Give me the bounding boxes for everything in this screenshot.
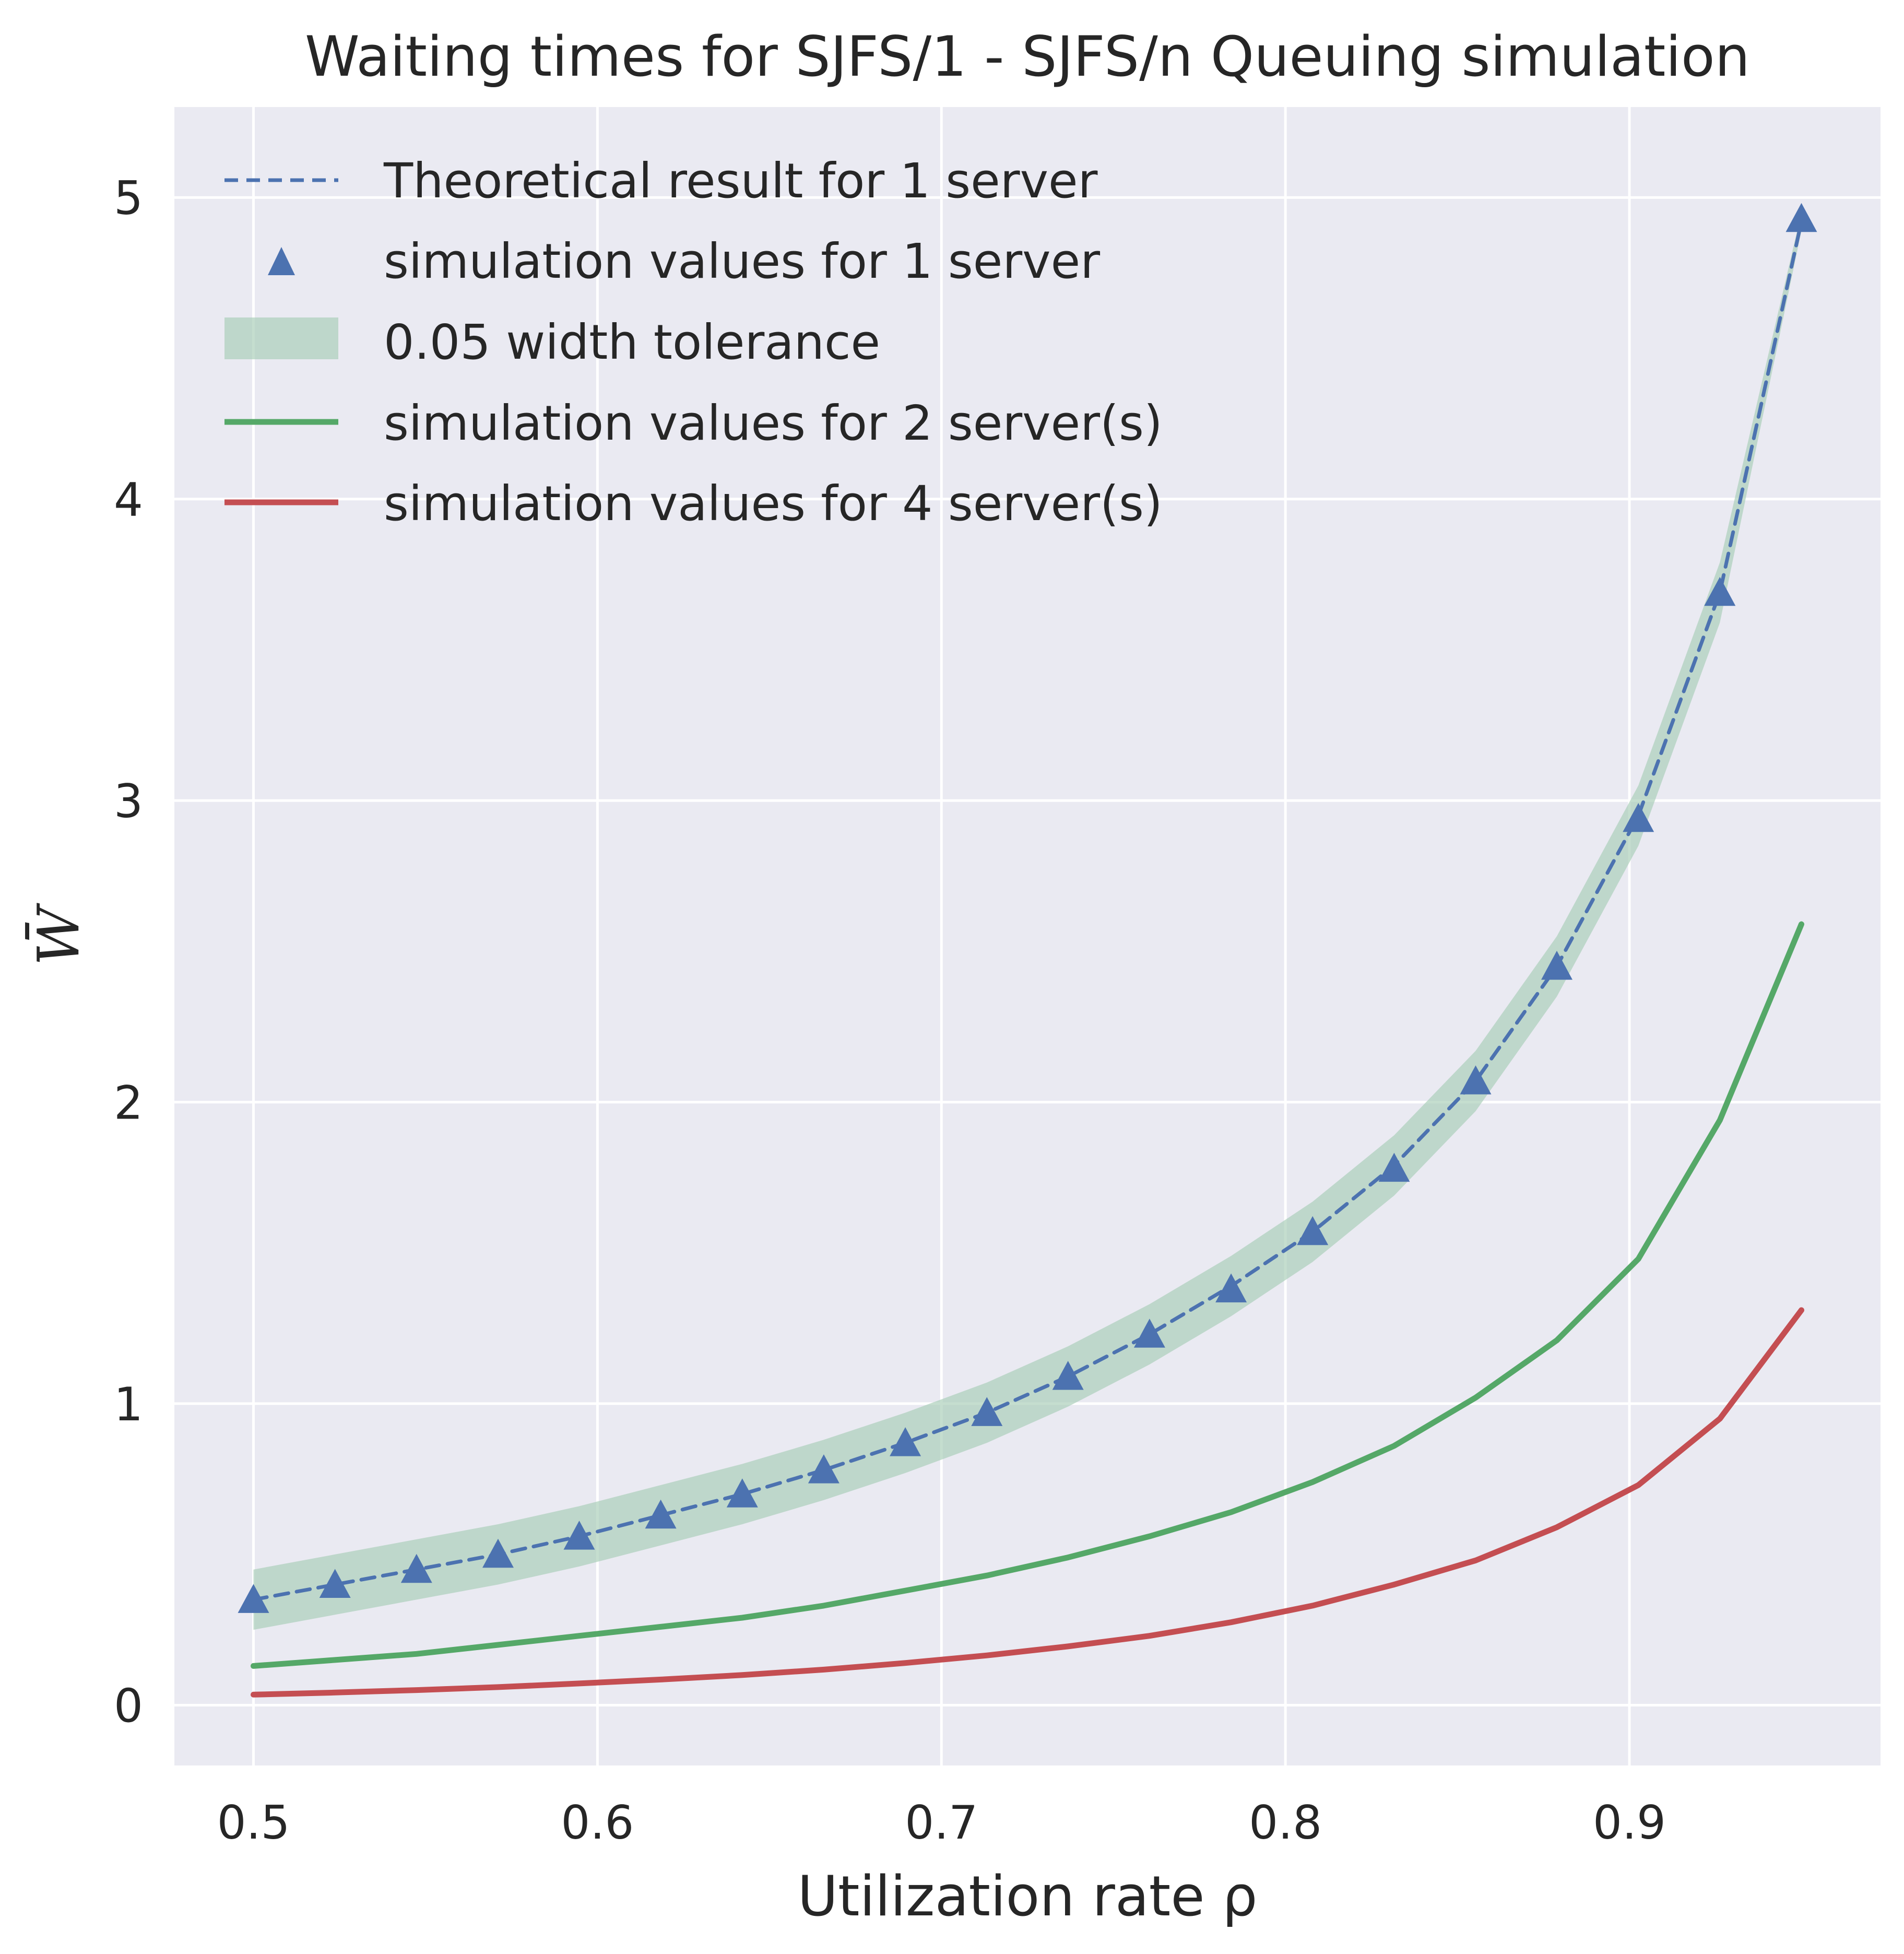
sim-1-server-marker [1133, 1319, 1165, 1348]
x-tick-label: 0.8 [1249, 1796, 1322, 1850]
sim-1-server-marker [1215, 1273, 1247, 1303]
y-tick-label: 0 [114, 1679, 143, 1733]
legend-label-sim-4-servers: simulation values for 4 server(s) [384, 476, 1163, 532]
y-tick-label: 2 [114, 1076, 143, 1130]
sim-1-server-marker [1297, 1216, 1329, 1245]
x-tick-label: 0.5 [217, 1796, 290, 1850]
grid-lines [174, 107, 1881, 1765]
y-axis-label: W̄ [25, 903, 92, 966]
x-tick-label: 0.7 [905, 1796, 978, 1850]
y-tick-labels: 0 1 2 3 4 5 [114, 171, 143, 1733]
legend-swatch-tolerance [224, 317, 338, 359]
y-tick-label: 1 [114, 1378, 143, 1431]
x-tick-label: 0.9 [1593, 1796, 1666, 1850]
x-tick-label: 0.6 [561, 1796, 634, 1850]
sim-1-server-marker [1785, 203, 1817, 232]
y-tick-label: 4 [114, 473, 143, 527]
legend-label-theoretical: Theoretical result for 1 server [383, 153, 1098, 209]
legend: Theoretical result for 1 server simulati… [224, 153, 1163, 532]
legend-label-sim-2-servers: simulation values for 2 server(s) [384, 395, 1163, 451]
sim-1-server-marker [482, 1538, 514, 1568]
y-tick-label: 3 [114, 774, 143, 828]
legend-label-sim-1-server: simulation values for 1 server [384, 233, 1100, 289]
sim-1-server-marker [238, 1584, 269, 1613]
sim-1-server-marker [1623, 803, 1654, 832]
legend-swatch-sim-1-server [268, 247, 295, 275]
x-tick-labels: 0.5 0.6 0.7 0.8 0.9 [217, 1796, 1666, 1850]
series-lines-layer [251, 219, 1804, 1698]
sim-1-server-marker [400, 1553, 432, 1583]
sim-1-server-marker [1541, 950, 1572, 980]
series-line-sim-2-servers [251, 921, 1804, 1669]
y-tick-label: 5 [114, 171, 143, 225]
sim-1-server-marker [319, 1569, 351, 1598]
sim-1-server-marker [1704, 576, 1736, 606]
legend-label-tolerance: 0.05 width tolerance [384, 314, 880, 370]
series-line-theoretical-1-server [252, 219, 1803, 1602]
sim-1-server-marker [726, 1478, 758, 1508]
sim-1-server-marker [1052, 1361, 1084, 1390]
markers-layer [238, 203, 1817, 1613]
x-axis-label: Utilization rate ρ [797, 1864, 1257, 1928]
sim-1-server-marker [1378, 1152, 1410, 1182]
sim-1-server-marker [808, 1454, 839, 1484]
sim-1-server-marker [971, 1397, 1003, 1426]
series-line-sim-4-servers [251, 1307, 1804, 1698]
sim-1-server-marker [890, 1427, 921, 1456]
chart-title: Waiting times for SJFS/1 - SJFS/n Queuin… [305, 25, 1750, 89]
sim-1-server-marker [563, 1521, 595, 1550]
plot-area [174, 107, 1881, 1765]
sim-1-server-marker [645, 1499, 677, 1529]
sim-1-server-marker [1460, 1065, 1492, 1094]
